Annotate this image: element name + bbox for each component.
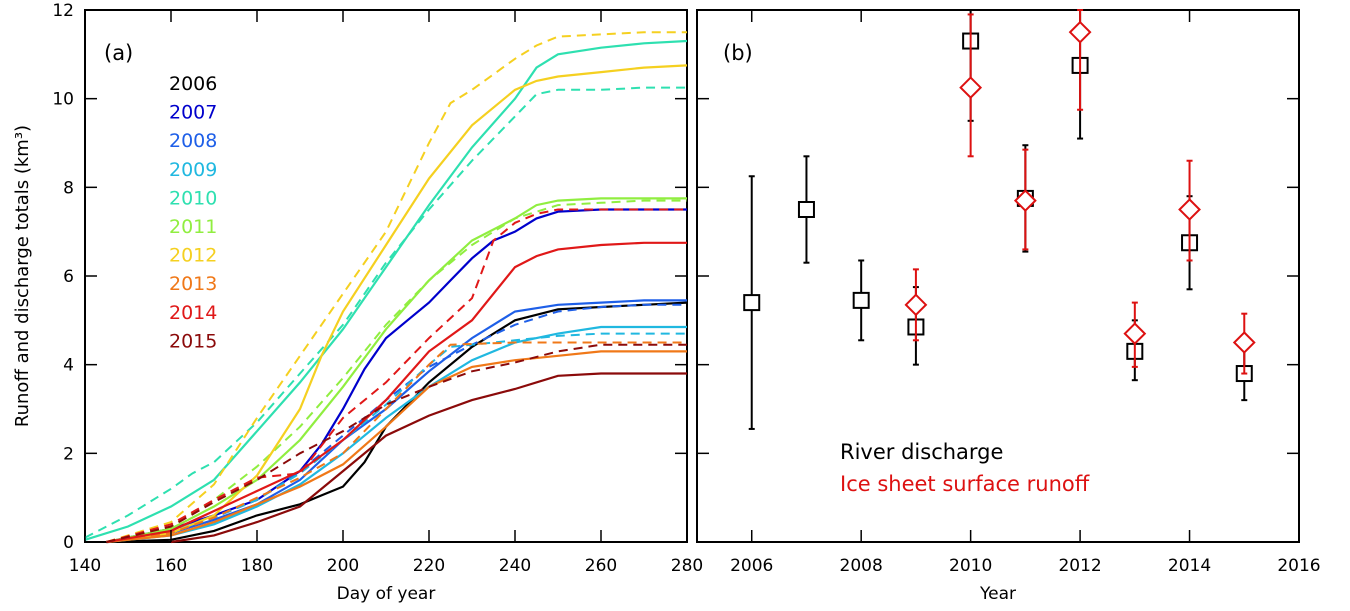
panel-b: 2006 2008 2010 2012 2014 2016 (b) Year River … bbox=[696, 9, 1321, 604]
b-runoff-point bbox=[959, 76, 983, 99]
a-discharge-line-2014 bbox=[106, 241, 687, 544]
a-ytick-label: 6 bbox=[63, 267, 74, 287]
a-runoff-line-2014 bbox=[106, 208, 687, 543]
a-ytick-label: 2 bbox=[63, 444, 74, 464]
b-runoff-point bbox=[1068, 20, 1092, 44]
a-xtick-label: 240 bbox=[499, 556, 531, 576]
a-legend-2007: 2007 bbox=[169, 102, 217, 124]
panel-b-label: (b) bbox=[723, 41, 753, 65]
a-runoff-line-2012 bbox=[106, 31, 687, 543]
b-runoff-point bbox=[904, 293, 928, 317]
a-legend-2012: 2012 bbox=[169, 245, 217, 267]
a-legend-2014: 2014 bbox=[169, 302, 217, 324]
legend-ice-sheet-runoff: Ice sheet surface runoff bbox=[840, 472, 1090, 496]
a-legend-2015: 2015 bbox=[169, 330, 217, 352]
a-xtick-label: 220 bbox=[413, 556, 445, 576]
a-discharge-line-2008 bbox=[106, 299, 687, 544]
a-discharge-line-2012 bbox=[106, 64, 688, 544]
b-runoff-point bbox=[1013, 189, 1037, 213]
b-xtick-label: 2006 bbox=[730, 556, 773, 576]
b-discharge-point bbox=[852, 291, 870, 309]
a-xtick-label: 140 bbox=[69, 556, 101, 576]
a-ytick-label: 12 bbox=[52, 1, 74, 21]
b-discharge-point bbox=[797, 201, 815, 218]
b-discharge-point bbox=[743, 294, 761, 312]
panel-b-xlabel: Year bbox=[979, 584, 1016, 604]
b-xtick-label: 2016 bbox=[1277, 556, 1320, 576]
a-legend-2006: 2006 bbox=[169, 73, 217, 95]
a-legend-2013: 2013 bbox=[169, 273, 217, 295]
a-runoff-line-2015 bbox=[106, 343, 687, 543]
a-runoff-line-2010 bbox=[84, 86, 687, 539]
a-xtick-label: 280 bbox=[671, 556, 703, 576]
a-discharge-line-2011 bbox=[106, 197, 687, 544]
a-runoff-line-2013 bbox=[106, 341, 687, 543]
a-xtick-label: 200 bbox=[327, 556, 359, 576]
a-xtick-label: 160 bbox=[155, 556, 187, 576]
panel-a: 140 160 180 200 220 240 260 280 0 2 4 6 8 10 12 2006 20… bbox=[12, 1, 703, 604]
a-discharge-line-2015 bbox=[170, 372, 687, 544]
a-xtick-label: 180 bbox=[241, 556, 273, 576]
b-runoff-point bbox=[1232, 331, 1256, 354]
a-ytick-label: 4 bbox=[63, 356, 74, 376]
panel-a-xlabel: Day of year bbox=[337, 584, 436, 604]
a-runoff-line-2009 bbox=[106, 332, 687, 543]
a-legend-2010: 2010 bbox=[169, 187, 217, 209]
a-ytick-label: 10 bbox=[52, 90, 74, 110]
a-legend-2008: 2008 bbox=[169, 130, 217, 152]
b-xtick-label: 2012 bbox=[1058, 556, 1101, 576]
b-runoff-point bbox=[1123, 322, 1147, 346]
a-legend-2011: 2011 bbox=[169, 216, 217, 238]
a-discharge-line-2010 bbox=[84, 39, 688, 541]
b-xtick-label: 2008 bbox=[840, 556, 883, 576]
a-ytick-label: 8 bbox=[63, 178, 74, 198]
a-discharge-line-2013 bbox=[106, 350, 687, 544]
legend-river-discharge: River discharge bbox=[840, 440, 1003, 464]
panel-a-label: (a) bbox=[104, 41, 133, 65]
panel-a-ylabel: Runoff and discharge totals (km³) bbox=[12, 125, 33, 427]
b-xtick-label: 2014 bbox=[1168, 556, 1211, 576]
a-legend-2009: 2009 bbox=[169, 159, 217, 181]
a-runoff-line-2011 bbox=[106, 199, 687, 543]
a-discharge-line-2009 bbox=[106, 325, 687, 544]
b-runoff-point bbox=[1178, 198, 1201, 221]
a-xtick-label: 260 bbox=[585, 556, 617, 576]
a-ytick-label: 0 bbox=[63, 533, 74, 553]
b-xtick-label: 2010 bbox=[949, 556, 992, 576]
